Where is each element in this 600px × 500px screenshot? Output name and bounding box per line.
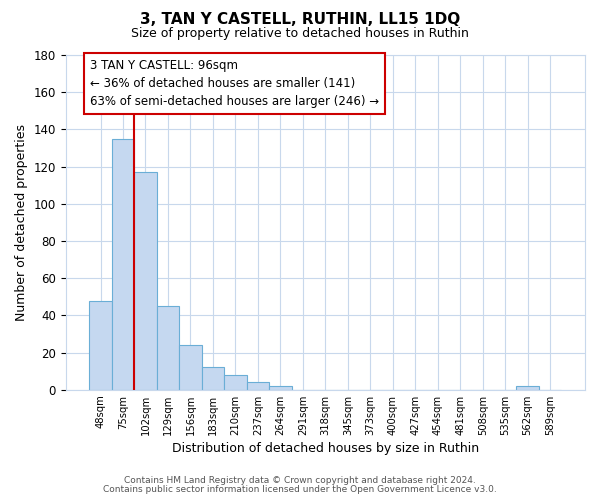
X-axis label: Distribution of detached houses by size in Ruthin: Distribution of detached houses by size …: [172, 442, 479, 455]
Bar: [247, 382, 269, 390]
Bar: [134, 172, 157, 390]
Bar: [157, 306, 179, 390]
Bar: [224, 375, 247, 390]
Bar: [269, 386, 292, 390]
Y-axis label: Number of detached properties: Number of detached properties: [15, 124, 28, 321]
Bar: [517, 386, 539, 390]
Text: 3, TAN Y CASTELL, RUTHIN, LL15 1DQ: 3, TAN Y CASTELL, RUTHIN, LL15 1DQ: [140, 12, 460, 28]
Bar: [179, 345, 202, 390]
Text: Contains HM Land Registry data © Crown copyright and database right 2024.: Contains HM Land Registry data © Crown c…: [124, 476, 476, 485]
Bar: [112, 138, 134, 390]
Text: 3 TAN Y CASTELL: 96sqm
← 36% of detached houses are smaller (141)
63% of semi-de: 3 TAN Y CASTELL: 96sqm ← 36% of detached…: [91, 58, 380, 108]
Text: Contains public sector information licensed under the Open Government Licence v3: Contains public sector information licen…: [103, 484, 497, 494]
Bar: [89, 300, 112, 390]
Bar: [202, 368, 224, 390]
Text: Size of property relative to detached houses in Ruthin: Size of property relative to detached ho…: [131, 28, 469, 40]
